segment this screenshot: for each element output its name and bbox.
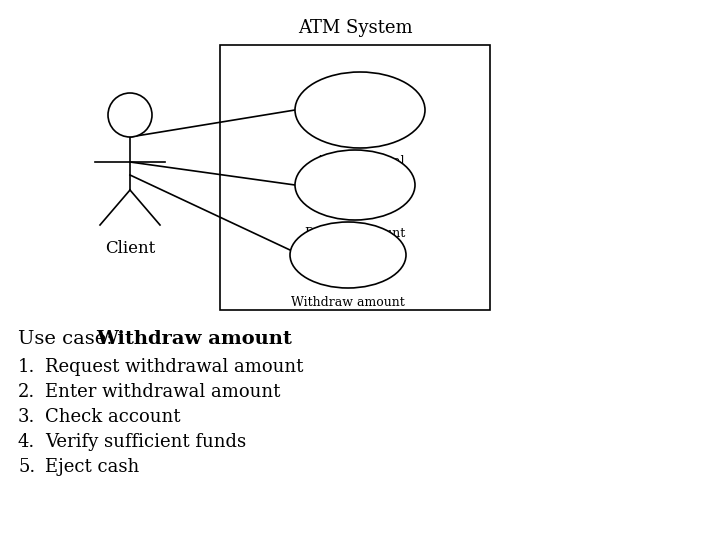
Text: 2.: 2. bbox=[18, 383, 35, 401]
Ellipse shape bbox=[295, 150, 415, 220]
Text: 1.: 1. bbox=[18, 358, 35, 376]
Text: 4.: 4. bbox=[18, 433, 35, 451]
Text: Use case:: Use case: bbox=[18, 330, 119, 348]
Text: Eject cash: Eject cash bbox=[45, 458, 139, 476]
Ellipse shape bbox=[295, 72, 425, 148]
Text: Withdraw amount: Withdraw amount bbox=[291, 296, 405, 309]
Circle shape bbox=[108, 93, 152, 137]
Text: Request withdrawal amount: Request withdrawal amount bbox=[45, 358, 303, 376]
Text: Enter withdrawal amount: Enter withdrawal amount bbox=[45, 383, 280, 401]
Text: Verify sufficient funds: Verify sufficient funds bbox=[45, 433, 246, 451]
Text: Client: Client bbox=[105, 240, 155, 257]
Text: Deposit amount: Deposit amount bbox=[305, 227, 405, 240]
Text: ATM approval: ATM approval bbox=[315, 155, 405, 168]
Text: Withdraw amount: Withdraw amount bbox=[96, 330, 292, 348]
Ellipse shape bbox=[290, 222, 406, 288]
Text: 5.: 5. bbox=[18, 458, 35, 476]
Text: Check account: Check account bbox=[45, 408, 181, 426]
Bar bbox=[220, 45, 490, 310]
Text: 3.: 3. bbox=[18, 408, 35, 426]
Text: ATM System: ATM System bbox=[297, 19, 413, 37]
